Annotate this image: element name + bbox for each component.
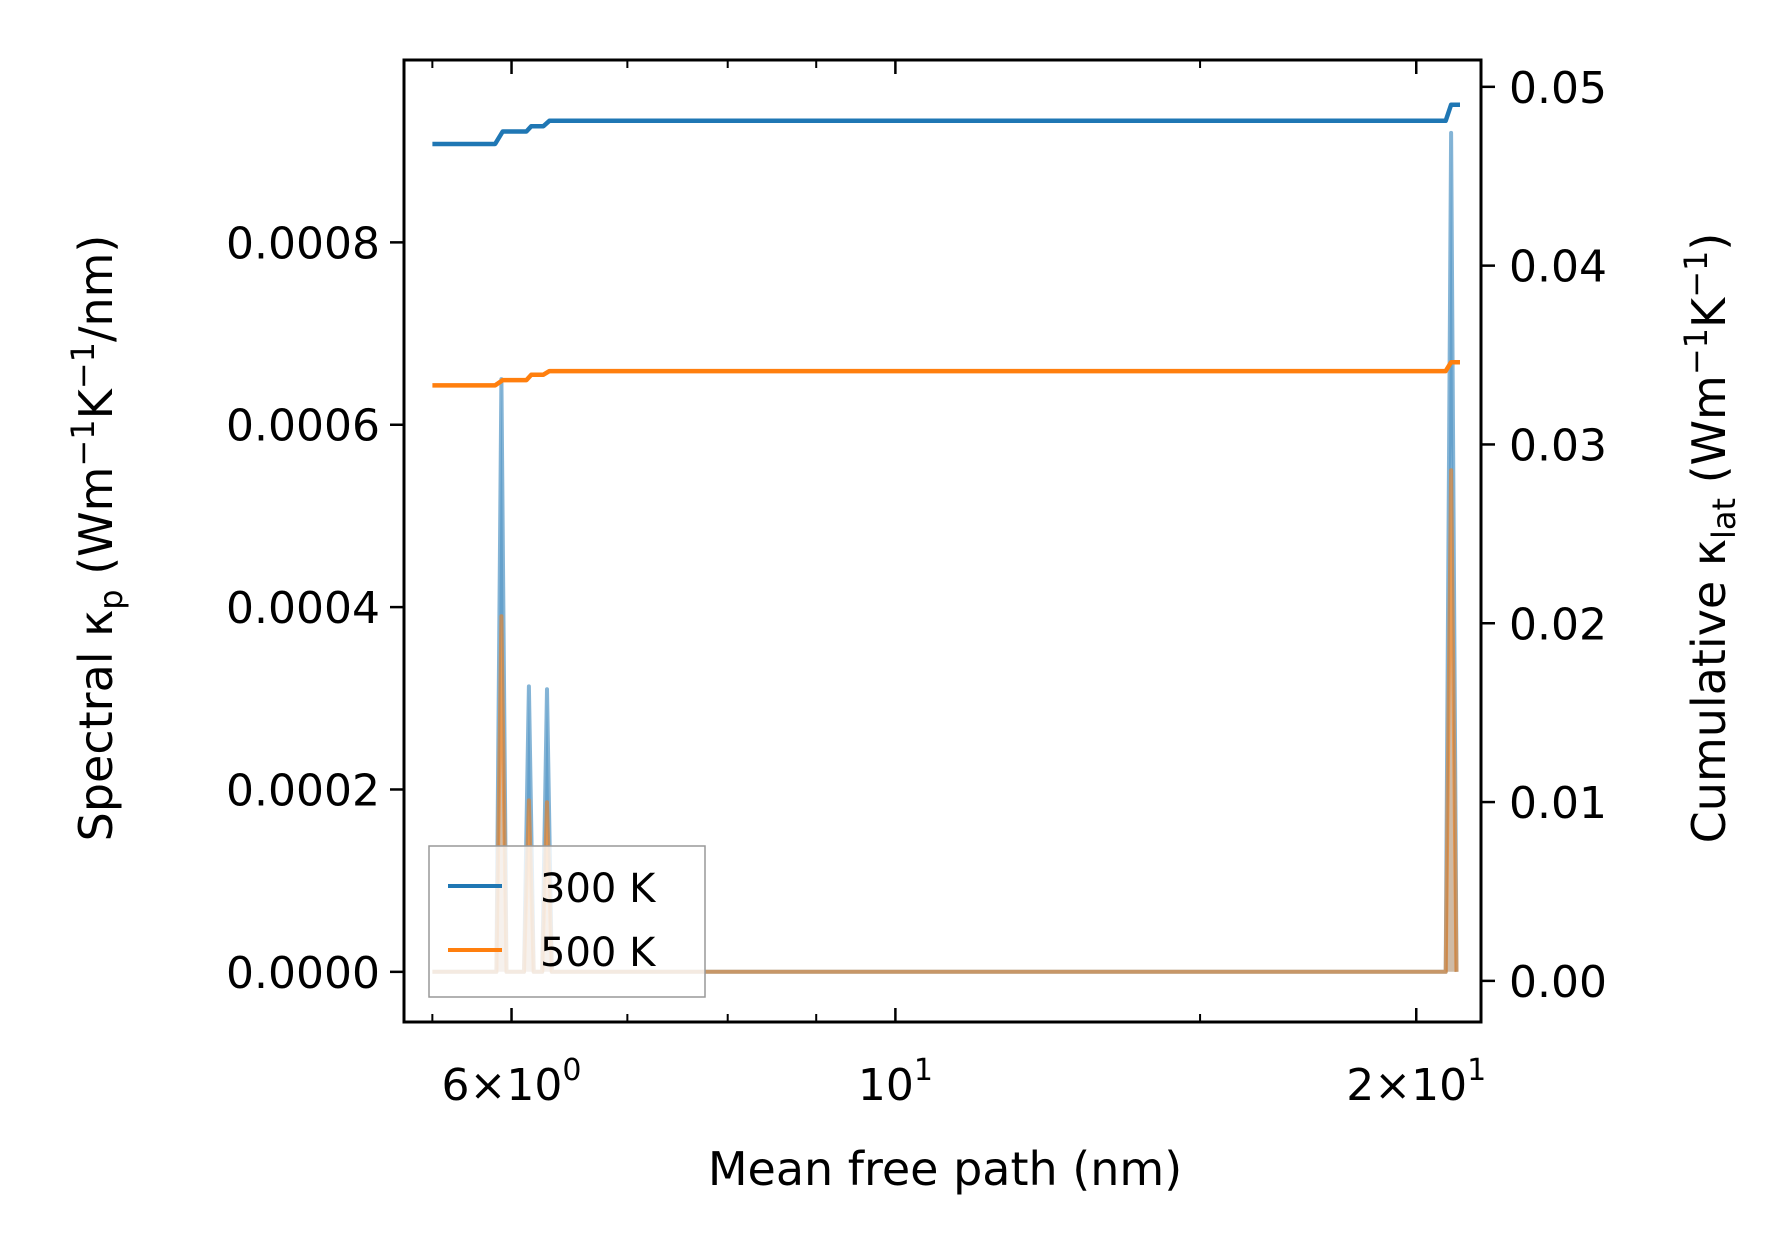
legend-label-500k: 500 K bbox=[540, 930, 657, 976]
plot-frame bbox=[402, 58, 1483, 1024]
y-left-tick-label: 0.0000 bbox=[226, 948, 380, 999]
y-right-tick-label: 0.00 bbox=[1509, 957, 1607, 1008]
x-axis: 6×100 101 2×101 bbox=[431, 60, 1486, 1111]
y-right-tick-label: 0.04 bbox=[1509, 242, 1607, 293]
y-axis-right-label: Cumulative κlat (Wm−1K−1) bbox=[1677, 233, 1743, 844]
y-right-tick-label: 0.02 bbox=[1509, 599, 1607, 650]
y-left-tick-label: 0.0008 bbox=[226, 218, 380, 269]
y-axis-right: 0.00 0.01 0.02 0.03 0.04 0.05 bbox=[1481, 63, 1607, 1008]
cumulative-line-300k bbox=[432, 102, 1460, 147]
x-tick-label: 101 bbox=[858, 1053, 933, 1111]
cumulative-line-500k bbox=[432, 359, 1460, 388]
y-axis-left-label: Spectral κp (Wm−1K−1/nm) bbox=[64, 235, 130, 842]
y-right-tick-label: 0.01 bbox=[1509, 778, 1607, 829]
y-right-tick-label: 0.05 bbox=[1509, 63, 1607, 114]
legend: 300 K 500 K bbox=[428, 845, 706, 998]
y-left-tick-label: 0.0004 bbox=[226, 583, 380, 634]
legend-box bbox=[428, 845, 706, 998]
legend-label-300k: 300 K bbox=[540, 866, 657, 912]
y-left-tick-label: 0.0006 bbox=[226, 401, 380, 452]
x-tick-label: 2×101 bbox=[1346, 1053, 1486, 1111]
y-axis-left: 0.0000 0.0002 0.0004 0.0006 0.0008 bbox=[226, 218, 404, 999]
series-layer bbox=[432, 102, 1460, 974]
x-tick-label: 6×100 bbox=[442, 1053, 582, 1111]
x-axis-label: Mean free path (nm) bbox=[708, 1142, 1182, 1196]
y-right-tick-label: 0.03 bbox=[1509, 420, 1607, 471]
y-left-tick-label: 0.0002 bbox=[226, 765, 380, 816]
